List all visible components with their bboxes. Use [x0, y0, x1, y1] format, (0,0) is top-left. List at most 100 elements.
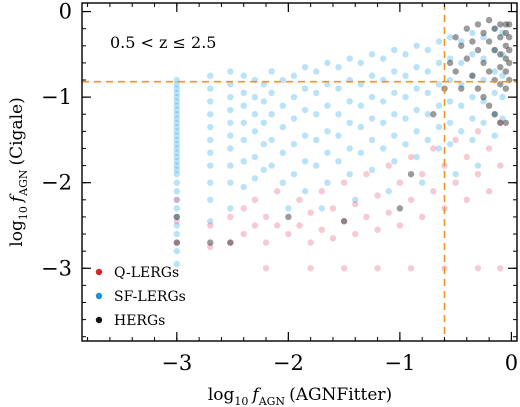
point-q-lergs	[474, 265, 482, 272]
point-hergs	[463, 25, 471, 32]
point-sf-lergs	[435, 38, 443, 45]
point-sf-lergs	[424, 89, 431, 97]
point-q-lergs	[385, 209, 392, 216]
point-hergs	[505, 59, 513, 67]
point-q-lergs	[340, 179, 348, 186]
point-hergs	[502, 119, 510, 126]
reference-lines	[82, 3, 517, 341]
point-sf-lergs	[491, 132, 498, 139]
point-sf-lergs	[324, 179, 331, 186]
point-sf-lergs	[368, 166, 376, 174]
point-sf-lergs	[402, 72, 409, 79]
point-sf-lergs	[480, 119, 487, 126]
point-sf-lergs	[301, 85, 309, 92]
y-tick-label: −1	[41, 85, 72, 109]
point-sf-lergs	[207, 218, 214, 225]
point-sf-lergs	[413, 63, 420, 71]
legend-marker-q-lergs	[95, 268, 103, 276]
point-q-lergs	[407, 196, 415, 204]
point-q-lergs	[452, 136, 459, 144]
point-sf-lergs	[446, 55, 454, 62]
point-sf-lergs	[346, 98, 353, 105]
point-q-lergs	[340, 218, 348, 225]
point-sf-lergs	[499, 51, 506, 58]
point-q-lergs	[452, 179, 459, 186]
point-sf-lergs	[402, 51, 409, 58]
point-sf-lergs	[290, 140, 298, 148]
point-sf-lergs	[227, 205, 234, 212]
point-q-lergs	[207, 243, 214, 251]
point-hergs	[485, 68, 493, 75]
point-sf-lergs	[227, 162, 234, 169]
point-sf-lergs	[402, 140, 409, 148]
point-hergs	[458, 85, 465, 92]
point-sf-lergs	[207, 85, 214, 92]
point-sf-lergs	[469, 93, 476, 101]
legend-label-sf-lergs: SF-LERGs	[114, 289, 186, 305]
point-sf-lergs	[240, 72, 247, 79]
point-q-lergs	[329, 205, 337, 212]
point-sf-lergs	[491, 68, 498, 75]
point-q-lergs	[251, 196, 259, 204]
legend-marker-hergs	[95, 316, 103, 324]
point-hergs	[480, 93, 487, 101]
point-sf-lergs	[452, 170, 459, 178]
point-q-lergs	[430, 145, 437, 152]
point-sf-lergs	[173, 158, 181, 165]
x-axis-label: log10 fAGN (AGNFitter)	[208, 385, 392, 407]
point-sf-lergs	[240, 158, 247, 165]
point-q-lergs	[463, 196, 471, 204]
point-sf-lergs	[173, 140, 181, 148]
point-q-lergs	[240, 230, 247, 238]
y-tick-label: −3	[41, 256, 72, 280]
point-sf-lergs	[469, 29, 476, 37]
point-sf-lergs	[379, 55, 387, 62]
point-sf-lergs	[251, 153, 259, 161]
point-sf-lergs	[173, 145, 181, 152]
point-sf-lergs	[335, 63, 342, 71]
point-sf-lergs	[335, 158, 342, 165]
point-q-lergs	[318, 226, 326, 233]
x-tick-label: −3	[161, 351, 192, 375]
point-q-lergs	[273, 222, 281, 229]
point-sf-lergs	[290, 72, 298, 79]
point-hergs	[502, 68, 510, 75]
x-tick-label: −1	[384, 351, 415, 375]
point-sf-lergs	[207, 149, 214, 156]
point-sf-lergs	[357, 102, 365, 109]
point-sf-lergs	[368, 136, 376, 144]
point-sf-lergs	[207, 72, 214, 79]
point-sf-lergs	[352, 196, 359, 204]
point-q-lergs	[227, 239, 234, 246]
point-sf-lergs	[207, 136, 214, 144]
point-sf-lergs	[368, 115, 376, 122]
point-sf-lergs	[173, 162, 181, 169]
point-hergs	[396, 205, 404, 212]
point-sf-lergs	[260, 166, 268, 174]
point-sf-lergs	[357, 149, 365, 156]
point-sf-lergs	[435, 81, 443, 88]
point-sf-lergs	[173, 170, 181, 178]
point-sf-lergs	[491, 25, 498, 32]
point-q-lergs	[474, 128, 482, 135]
point-sf-lergs	[173, 149, 181, 156]
legend-marker-sf-lergs	[95, 292, 103, 300]
point-sf-lergs	[324, 81, 331, 88]
point-sf-lergs	[402, 93, 409, 101]
point-hergs	[458, 42, 465, 49]
point-q-lergs	[262, 239, 270, 246]
point-sf-lergs	[469, 72, 476, 79]
point-sf-lergs	[469, 51, 476, 58]
point-sf-lergs	[173, 136, 181, 144]
point-sf-lergs	[480, 55, 487, 62]
point-sf-lergs	[279, 102, 286, 109]
point-sf-lergs	[301, 106, 309, 114]
point-hergs	[469, 72, 476, 79]
point-sf-lergs	[324, 128, 331, 135]
point-sf-lergs	[413, 106, 420, 114]
point-sf-lergs	[313, 162, 320, 169]
point-sf-lergs	[268, 68, 275, 75]
point-sf-lergs	[324, 59, 331, 67]
point-q-lergs	[318, 188, 326, 195]
